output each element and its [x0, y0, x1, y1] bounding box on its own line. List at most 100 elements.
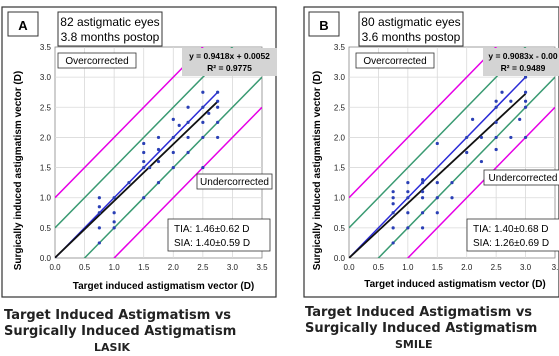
- panel-b-data-point: [494, 147, 498, 152]
- panel-b-undercorrected-label: Undercorrected: [489, 173, 558, 184]
- panel-a-x-tick-label: 1.0: [109, 263, 121, 272]
- panel-a-data-point: [216, 120, 220, 124]
- panel-a-data-point: [171, 135, 175, 140]
- panel-a-data-point: [97, 205, 101, 209]
- panel-a-x-axis-title: Target induced astigmatism vector (D): [73, 281, 255, 292]
- panel-a-data-point: [201, 120, 205, 124]
- panel-a-equation: y = 0.9418x + 0.0052: [189, 51, 270, 61]
- panel-a-data-point: [156, 135, 161, 140]
- panel-a-y-axis-title: Surgically induced astigmatism vector (D…: [13, 71, 24, 271]
- panel-a-x-tick-label: 1.5: [138, 263, 150, 272]
- panel-a-data-point: [171, 150, 175, 155]
- panel-b-data-point: [420, 196, 425, 200]
- caption-smile-line1: Target Induced Astigmatism vs: [305, 305, 533, 320]
- panel-b-data-point: [420, 181, 425, 185]
- panel-b-overcorrected-box: [355, 52, 435, 69]
- caption-smile-line2: Surgically Induced Astigmatism: [305, 321, 538, 336]
- panel-b-data-point: [406, 211, 410, 215]
- caption-lasik-line1: Target Induced Astigmatism vs: [4, 308, 232, 323]
- panel-b-stats-box: [466, 218, 559, 252]
- panel-a-y-tick-label: 3.5: [40, 43, 52, 52]
- panel-a-header-line2: 3.8 months postop: [61, 30, 160, 44]
- panel-b-r-squared: R² = 0.9489: [501, 63, 546, 73]
- panel-b-y-tick-label: 2.5: [334, 103, 346, 112]
- panel-a-regression-line: [55, 100, 219, 258]
- panel-b-upper-limit-line-1: [349, 47, 498, 199]
- panel-b-undercorrected-box: [483, 169, 559, 186]
- panel-b-equation: y = 0.9083x - 0.00: [488, 51, 558, 61]
- panel-a-data-point: [186, 120, 190, 124]
- panel-a-y-tick-label: 3.0: [40, 73, 52, 82]
- panel-a-y-tick-label: 2.0: [40, 133, 52, 142]
- panel-b-x-tick-label: 0.0: [343, 263, 355, 272]
- panel-b-data-point: [494, 135, 498, 140]
- panel-a-y-tick-label: 1.5: [40, 164, 52, 173]
- panel-b-y-tick-label: 3.0: [334, 73, 346, 82]
- panel-a-y-tick-label: 2.5: [40, 103, 52, 112]
- panel-b-data-point: [435, 181, 439, 185]
- panel-b-header-line1: 80 astigmatic eyes: [361, 15, 460, 29]
- panel-a-x-tick-label: 3.0: [227, 263, 239, 272]
- panel-b-data-point: [494, 120, 498, 124]
- panel-a-x-tick-label: 0.5: [79, 263, 91, 272]
- panel-b-letter-box: [308, 11, 340, 37]
- panel-a-undercorrected-label: Undercorrected: [200, 177, 269, 188]
- panel-a-data-point: [201, 165, 205, 170]
- panel-b-data-point: [391, 226, 395, 230]
- panel-a-y-tick-label: 0.0: [40, 254, 52, 263]
- panel-b-data-point: [420, 211, 425, 215]
- panel-a-data-point: [156, 159, 161, 164]
- caption-lasik: Target Induced Astigmatism vs Surgically…: [4, 308, 274, 356]
- panel-b-x-axis-title: Target induced astigmatism vector (D): [364, 279, 546, 290]
- panel-b-data-point: [450, 181, 454, 185]
- panel-a-stats-box: [167, 218, 271, 252]
- panel-b-data-point: [420, 178, 425, 182]
- panel-a-data-point: [142, 159, 146, 164]
- panel-b-data-point: [523, 75, 528, 79]
- panel-a-data-point: [97, 196, 101, 200]
- panel-a-data-point: [142, 141, 146, 146]
- panel-a-data-point: [186, 150, 190, 155]
- panel-b-data-point: [518, 117, 522, 121]
- panel-a-data-point: [112, 211, 116, 215]
- caption-lasik-line2: Surgically Induced Astigmatism: [4, 324, 237, 339]
- panel-b-x-tick-label: 1.0: [402, 263, 414, 272]
- panel-b-x-tick-label: 2.0: [461, 263, 473, 272]
- panel-b-data-point: [471, 117, 475, 121]
- panel-a-upper-limit-line-1: [55, 47, 204, 199]
- panel-a-equation-box: [182, 48, 277, 76]
- panel-b-data-point: [391, 202, 395, 206]
- panel-b-data-point: [450, 196, 454, 200]
- panel-a-data-point: [127, 181, 131, 185]
- panel-a-header-line1: 82 astigmatic eyes: [60, 15, 159, 29]
- panel-b-y-tick-label: 2.0: [334, 133, 346, 142]
- panel-b-data-point: [523, 99, 528, 103]
- panel-a-data-point: [97, 211, 101, 215]
- panel-a-x-tick-label: 2.0: [168, 263, 180, 272]
- caption-lasik-procedure: LASIK: [94, 341, 131, 354]
- panel-b-data-point: [391, 196, 395, 200]
- panel-b-data-point: [523, 105, 528, 109]
- panel-b-x-tick-label: 0.5: [373, 263, 385, 272]
- panel-a-identity-line: [55, 91, 219, 258]
- panel-b-data-point: [435, 196, 439, 200]
- panel-b-data-point: [406, 196, 410, 200]
- panel-a-data-point: [201, 135, 205, 140]
- panel-b-plot: 0.0 0.5 1.0 1.5 2.0 2.5 3.0 3. 0.0 0.5 1.0 1.5 2.0 2.…: [312, 43, 559, 290]
- chart-panel-b: B 80 astigmatic eyes 3.6 months postop 0…: [303, 6, 559, 298]
- panel-b-x-tick-label: 2.5: [491, 263, 503, 272]
- panel-a-data-point: [148, 165, 152, 170]
- panel-a-undercorrected-box: [196, 173, 273, 190]
- panel-b-data-point: [435, 141, 439, 146]
- panel-b-data-point: [391, 211, 395, 215]
- panel-a-data-point: [156, 147, 161, 152]
- panel-b-data-point: [523, 90, 528, 94]
- panel-a-data-point: [112, 226, 116, 230]
- panel-a-tia: TIA: 1.46±0.62 D: [174, 224, 250, 235]
- panel-a-overcorrected-label: Overcorrected: [65, 56, 128, 67]
- panel-b-data-point: [509, 135, 513, 140]
- panel-a-data-point: [97, 241, 101, 245]
- caption-smile-procedure: SMILE: [395, 338, 433, 351]
- caption-smile: Target Induced Astigmatism vs Surgically…: [305, 305, 559, 353]
